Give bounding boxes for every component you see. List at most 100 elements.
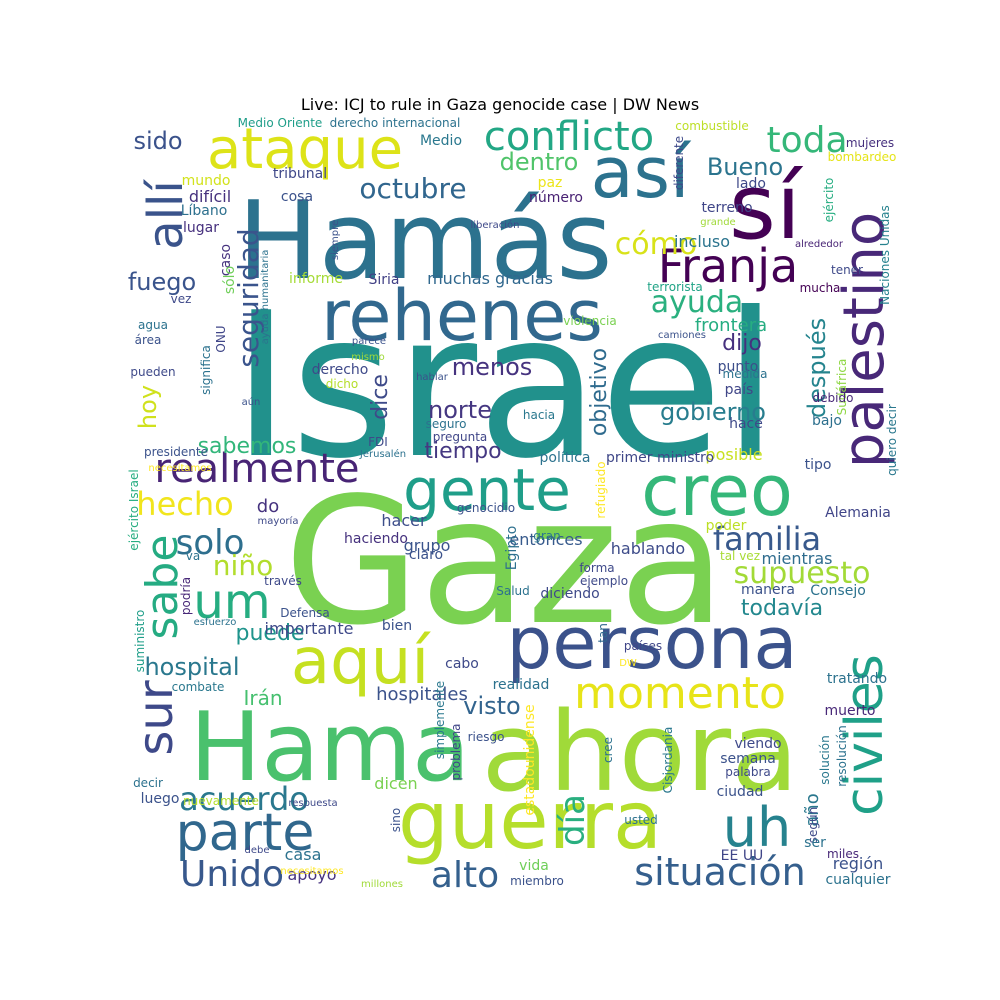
cloud-word: hace (729, 416, 763, 432)
cloud-word: FDI (368, 435, 388, 449)
cloud-word: Franja (658, 239, 798, 293)
cloud-word: mayoría (258, 515, 299, 527)
cloud-word: hablando (611, 539, 685, 558)
cloud-word: grupo (404, 536, 451, 555)
cloud-word: forma (579, 561, 614, 575)
cloud-word: través (264, 574, 302, 588)
cloud-word: diferente (672, 136, 686, 190)
cloud-word: alrededor (795, 239, 844, 250)
cloud-word: palabra (725, 765, 771, 779)
cloud-word: lugar (183, 220, 219, 236)
cloud-word: Siria (368, 272, 399, 288)
cloud-word: año (802, 793, 823, 826)
cloud-word: difícil (189, 187, 231, 206)
cloud-word: informe (289, 271, 343, 287)
cloud-word: sabemos (198, 434, 297, 459)
cloud-word: Alemania (825, 505, 891, 521)
cloud-word: uh (723, 796, 791, 859)
cloud-word: ejemplo (580, 574, 628, 588)
cloud-word: Cisjordania (661, 727, 675, 794)
cloud-word: mundo (182, 173, 231, 189)
cloud-word: puede (236, 621, 305, 646)
cloud-word: siempre (330, 220, 341, 260)
cloud-word: frontera (695, 315, 767, 336)
cloud-word: derecho internacional (330, 116, 461, 130)
cloud-word: genocidio (457, 501, 515, 515)
cloud-word: área (135, 333, 162, 347)
cloud-word: ahora (481, 688, 798, 816)
cloud-word: tribunal (273, 166, 327, 182)
cloud-word: presidente (144, 445, 208, 459)
cloud-word: vida (519, 858, 549, 874)
cloud-word: sino (389, 808, 403, 833)
cloud-word: EE UU (721, 848, 764, 864)
cloud-word: niño (213, 549, 273, 582)
cloud-word: norte (428, 396, 492, 424)
cloud-word: va (186, 549, 200, 563)
cloud-word: tal vez (720, 549, 760, 563)
cloud-word: alto (431, 855, 499, 896)
cloud-word: allí (138, 179, 194, 250)
cloud-word: tan (596, 623, 610, 643)
cloud-word: dijo (722, 331, 762, 356)
cloud-word: Hamás (237, 179, 612, 304)
cloud-word: Sudáfrica (835, 359, 849, 416)
cloud-word: medida (723, 367, 768, 381)
cloud-word: viendo (734, 736, 781, 752)
cloud-word: claro (409, 547, 443, 563)
cloud-word: ciudad (717, 784, 764, 800)
cloud-word: aún (242, 396, 261, 408)
cloud-word: pregunta (433, 430, 488, 444)
figure-title: Live: ICJ to rule in Gaza genocide case … (300, 95, 700, 114)
cloud-word: DW (619, 658, 637, 669)
cloud-word: tipo (805, 457, 832, 473)
cloud-word: hospital (144, 653, 239, 681)
cloud-word: rehenes (321, 275, 603, 357)
cloud-word: apoyo (287, 865, 336, 884)
cloud-word: terrorista (647, 280, 702, 294)
cloud-word: primer ministro (606, 450, 714, 466)
cloud-word: luego (141, 791, 180, 807)
cloud-word: terreno (701, 200, 752, 216)
cloud-word: violencia (563, 314, 616, 328)
cloud-word: dice (368, 374, 393, 420)
cloud-word: agua (138, 318, 168, 332)
cloud-word: refugiado (594, 461, 608, 518)
cloud-word: hecho (136, 485, 233, 523)
cloud-word: Salud (496, 584, 530, 598)
cloud-word: país (725, 382, 754, 398)
cloud-word: creo (641, 450, 793, 532)
cloud-word: momento (574, 668, 786, 719)
cloud-word: miembro (510, 874, 564, 888)
cloud-word: Irán (243, 686, 282, 710)
cloud-word: tener (831, 263, 863, 277)
cloud-word: hablar (416, 372, 449, 383)
cloud-word: Líbano (181, 203, 228, 219)
cloud-word: Israel (232, 270, 779, 503)
cloud-word: do (257, 496, 279, 517)
cloud-word: tiempo (424, 439, 501, 464)
cloud-word: guerra (398, 774, 662, 867)
cloud-word: um (193, 574, 270, 630)
cloud-word: día (553, 794, 593, 846)
cloud-word: bien (382, 618, 412, 634)
cloud-word: necesitamos (280, 866, 343, 877)
cloud-word: miles (827, 847, 859, 861)
cloud-word: Gaza (284, 461, 726, 664)
cloud-word: muchas gracias (427, 269, 553, 288)
cloud-word: ayuda (651, 285, 744, 320)
cloud-word: Consejo (810, 583, 866, 599)
cloud-word: usted (624, 813, 658, 827)
cloud-word: menos (452, 353, 533, 381)
cloud-word: dentro (500, 148, 579, 176)
cloud-word: importante (265, 619, 354, 638)
cloud-word: sí (729, 155, 804, 260)
cloud-word: solo (176, 523, 245, 563)
cloud-word: parte (176, 803, 315, 863)
cloud-word: mientras (761, 549, 832, 568)
cloud-word: número (529, 190, 583, 206)
cloud-word: semana (720, 751, 776, 767)
cloud-word: cualquier (825, 872, 890, 888)
cloud-word: toda (766, 120, 847, 161)
